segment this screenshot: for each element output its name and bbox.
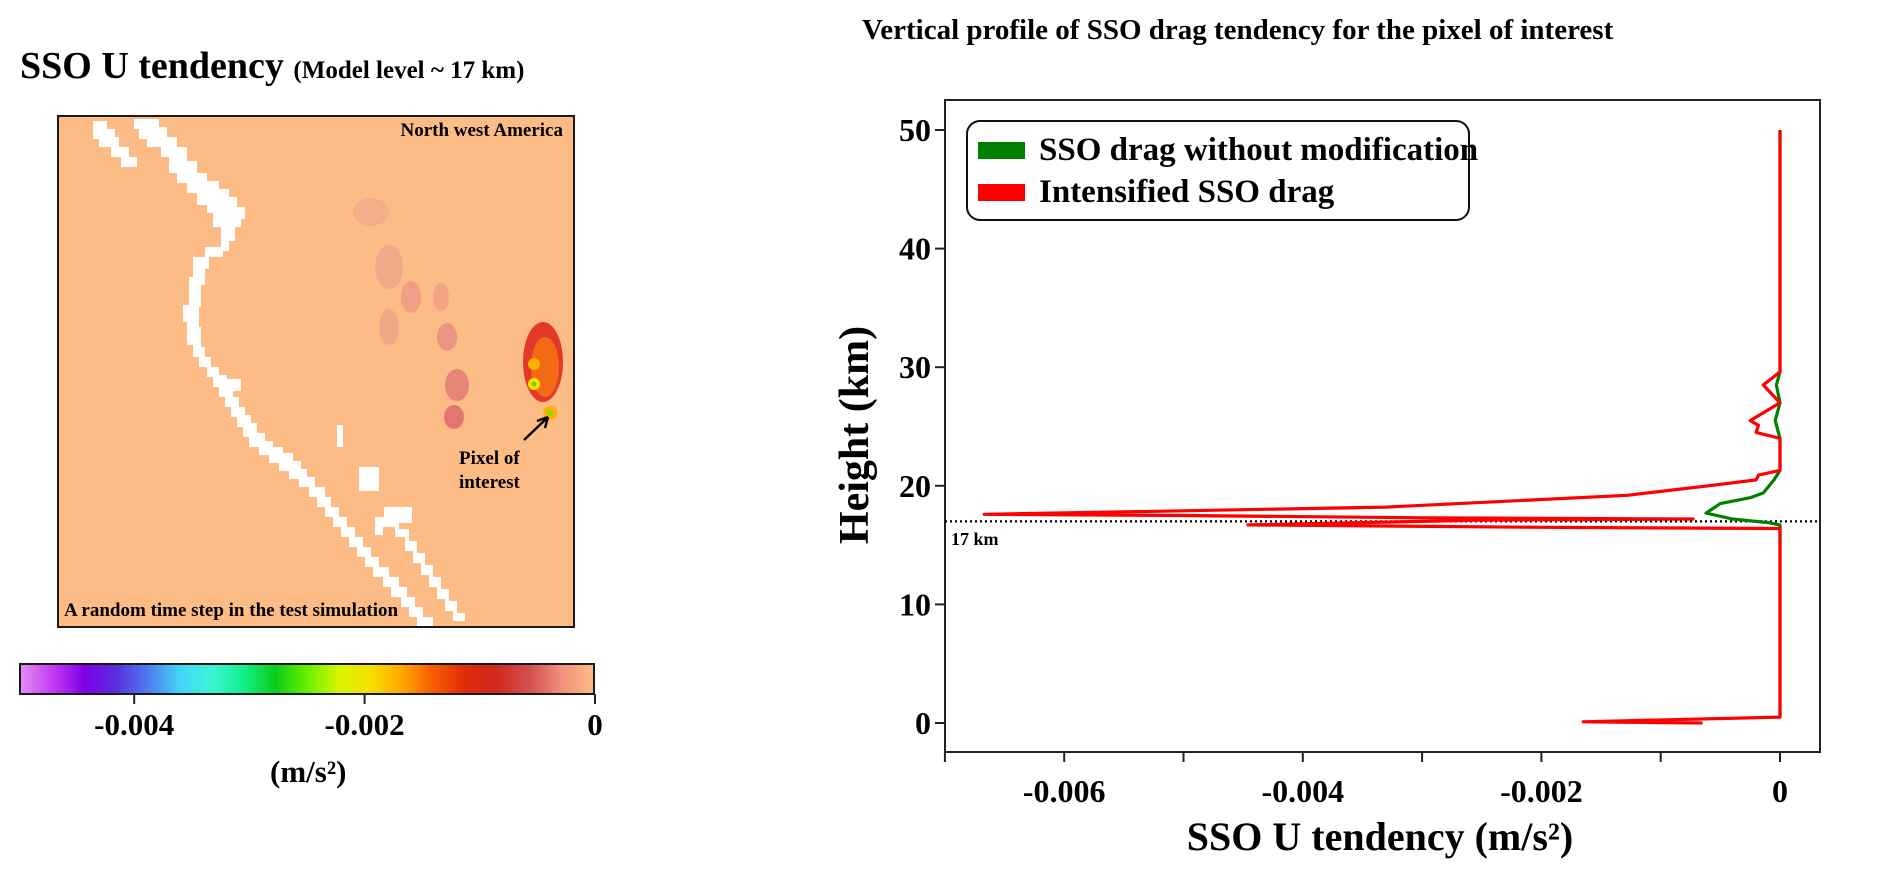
colorbar-tick-label: -0.004 <box>94 707 175 742</box>
map-title: SSO U tendency (Model level ~ 17 km) <box>20 44 524 88</box>
legend-item-intensified: Intensified SSO drag <box>978 174 1334 211</box>
colorbar-tick-label: 0 <box>587 707 603 742</box>
x-axis-label: SSO U tendency (m/s²) <box>1187 814 1573 859</box>
region-label: North west America <box>400 120 563 141</box>
chart-title: Vertical profile of SSO drag tendency fo… <box>862 14 1614 46</box>
map-title-subtitle: (Model level ~ 17 km) <box>293 57 525 84</box>
y-tick-label: 50 <box>899 112 931 148</box>
axes-layer: -0.006 -0.004 -0.002 0 0 10 20 30 40 50 <box>899 112 1788 809</box>
map-weak-drag-patches <box>353 198 469 429</box>
map-title-main: SSO U tendency <box>20 45 284 87</box>
reference-line-label: 17 km <box>951 529 999 549</box>
colorbar-unit-label: (m/s²) <box>270 754 347 789</box>
colorbar <box>19 663 595 695</box>
map-caption: A random time step in the test simulatio… <box>64 600 399 621</box>
series-layer <box>982 130 1782 725</box>
y-tick-label: 20 <box>899 468 931 504</box>
colorbar-tick-labels: -0.004 -0.002 0 <box>0 707 640 747</box>
x-tick-label: -0.006 <box>1023 773 1106 809</box>
y-tick-label: 40 <box>899 231 931 267</box>
legend-label: Intensified SSO drag <box>1039 174 1335 210</box>
x-tick-label: 0 <box>1772 773 1788 809</box>
colorbar-ticks <box>133 694 596 704</box>
map-field <box>93 119 563 626</box>
x-tick-label: -0.002 <box>1500 773 1583 809</box>
annotation-line-1: Pixel of <box>459 448 520 469</box>
legend-item-unmodified: SSO drag without modification <box>978 132 1478 169</box>
pixel-of-interest-label: Pixel of interest <box>459 447 520 495</box>
series-line-intensified <box>982 130 1782 725</box>
y-tick-label: 0 <box>915 705 931 741</box>
legend-swatch-green <box>978 142 1025 159</box>
map-mask-band <box>93 119 465 626</box>
map-hotspot <box>523 322 563 420</box>
legend-swatch-red <box>978 184 1025 201</box>
legend-label: SSO drag without modification <box>1039 132 1479 168</box>
y-axis-label: Height (km) <box>832 326 878 544</box>
y-tick-label: 30 <box>899 349 931 385</box>
y-tick-label: 10 <box>899 586 931 622</box>
annotation-line-2: interest <box>459 472 520 493</box>
x-tick-label: -0.004 <box>1261 773 1344 809</box>
legend: SSO drag without modification Intensifie… <box>966 120 1478 221</box>
tendency-map: North west America Pixel of interest A r… <box>57 115 575 628</box>
series-line-unmodified <box>1704 130 1782 718</box>
pixel-of-interest-arrow <box>523 415 550 441</box>
colorbar-tick-label: -0.002 <box>324 707 405 742</box>
